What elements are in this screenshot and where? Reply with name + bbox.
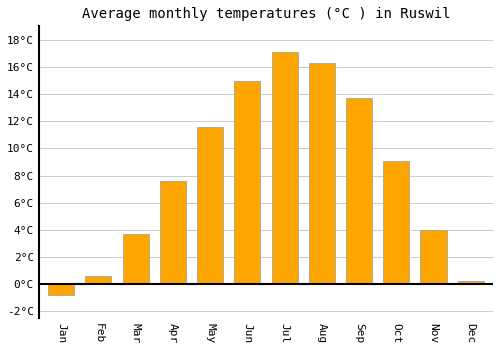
Bar: [308, 63, 335, 284]
Bar: [420, 230, 446, 284]
Title: Average monthly temperatures (°C ) in Ruswil: Average monthly temperatures (°C ) in Ru…: [82, 7, 450, 21]
Bar: [197, 127, 223, 284]
Bar: [346, 98, 372, 284]
Bar: [383, 161, 409, 284]
Bar: [458, 281, 483, 284]
Bar: [122, 234, 148, 284]
Bar: [86, 276, 112, 284]
Bar: [272, 52, 297, 284]
Bar: [234, 80, 260, 284]
Bar: [48, 284, 74, 295]
Bar: [160, 181, 186, 284]
